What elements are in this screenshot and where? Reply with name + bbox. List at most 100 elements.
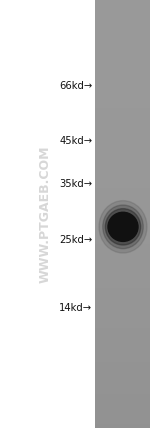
Bar bbox=[95, 260, 150, 261]
Bar bbox=[95, 168, 150, 170]
Bar bbox=[95, 194, 150, 196]
Bar bbox=[95, 395, 150, 397]
Bar bbox=[95, 146, 150, 147]
Bar bbox=[95, 143, 150, 144]
Bar bbox=[95, 177, 150, 178]
Bar bbox=[95, 163, 150, 164]
Bar bbox=[95, 288, 150, 290]
Bar bbox=[95, 201, 150, 202]
Bar bbox=[95, 119, 150, 120]
Bar bbox=[95, 341, 150, 342]
Bar bbox=[95, 170, 150, 171]
Bar bbox=[95, 196, 150, 197]
Bar bbox=[95, 175, 150, 177]
Bar bbox=[95, 333, 150, 334]
Bar bbox=[95, 29, 150, 30]
Bar bbox=[95, 133, 150, 134]
Bar bbox=[95, 154, 150, 155]
Bar bbox=[95, 415, 150, 416]
Bar bbox=[95, 106, 150, 107]
Bar bbox=[95, 9, 150, 10]
Bar bbox=[95, 157, 150, 158]
Bar bbox=[95, 235, 150, 237]
Bar bbox=[95, 6, 150, 7]
Bar bbox=[95, 264, 150, 265]
Bar bbox=[95, 287, 150, 288]
Bar bbox=[95, 208, 150, 210]
Ellipse shape bbox=[99, 201, 147, 253]
Bar bbox=[95, 158, 150, 160]
Bar bbox=[95, 419, 150, 421]
Bar bbox=[95, 73, 150, 74]
Bar bbox=[95, 224, 150, 226]
Bar bbox=[95, 86, 150, 87]
Bar bbox=[95, 111, 150, 113]
Bar bbox=[95, 104, 150, 106]
Bar bbox=[95, 265, 150, 267]
Bar bbox=[95, 113, 150, 114]
Bar bbox=[95, 84, 150, 86]
Bar bbox=[95, 424, 150, 425]
Bar bbox=[95, 375, 150, 377]
Bar bbox=[95, 237, 150, 238]
Bar bbox=[95, 267, 150, 268]
Bar bbox=[95, 221, 150, 223]
Bar bbox=[95, 97, 150, 98]
Bar bbox=[95, 181, 150, 183]
Bar bbox=[95, 371, 150, 372]
Bar bbox=[95, 372, 150, 374]
Bar bbox=[95, 364, 150, 365]
Bar bbox=[95, 125, 150, 127]
Bar bbox=[95, 342, 150, 344]
Bar bbox=[95, 425, 150, 427]
Bar bbox=[95, 322, 150, 324]
Bar bbox=[95, 155, 150, 157]
Bar bbox=[95, 116, 150, 117]
Bar bbox=[95, 368, 150, 369]
Bar bbox=[95, 285, 150, 287]
Text: 25kd→: 25kd→ bbox=[59, 235, 92, 245]
Bar bbox=[95, 123, 150, 124]
Bar bbox=[95, 345, 150, 347]
Bar bbox=[95, 107, 150, 108]
Bar bbox=[95, 324, 150, 325]
Bar bbox=[95, 268, 150, 270]
Bar bbox=[95, 90, 150, 91]
Bar bbox=[95, 207, 150, 208]
Bar bbox=[95, 360, 150, 361]
Bar bbox=[95, 64, 150, 65]
Bar bbox=[95, 301, 150, 303]
Bar bbox=[95, 357, 150, 358]
Bar bbox=[95, 91, 150, 93]
Bar bbox=[95, 334, 150, 335]
Bar bbox=[95, 303, 150, 304]
Bar bbox=[95, 204, 150, 205]
Bar bbox=[95, 74, 150, 76]
Bar bbox=[95, 166, 150, 167]
Bar bbox=[95, 150, 150, 151]
Bar bbox=[95, 339, 150, 341]
Bar bbox=[95, 120, 150, 121]
Bar bbox=[95, 300, 150, 301]
Ellipse shape bbox=[103, 205, 143, 249]
Bar bbox=[95, 160, 150, 161]
Bar bbox=[95, 114, 150, 116]
Bar bbox=[95, 1, 150, 3]
Bar bbox=[95, 244, 150, 245]
Bar bbox=[95, 210, 150, 211]
Bar bbox=[95, 226, 150, 227]
Bar bbox=[95, 95, 150, 97]
Bar bbox=[95, 397, 150, 398]
Bar bbox=[95, 54, 150, 56]
Bar bbox=[95, 108, 150, 110]
Bar bbox=[95, 65, 150, 67]
Bar bbox=[95, 305, 150, 307]
Bar bbox=[95, 377, 150, 378]
Bar bbox=[95, 307, 150, 308]
Bar bbox=[95, 31, 150, 33]
Bar bbox=[95, 46, 150, 47]
Bar bbox=[95, 172, 150, 174]
Bar bbox=[95, 241, 150, 243]
Bar bbox=[95, 367, 150, 368]
Bar bbox=[95, 3, 150, 4]
